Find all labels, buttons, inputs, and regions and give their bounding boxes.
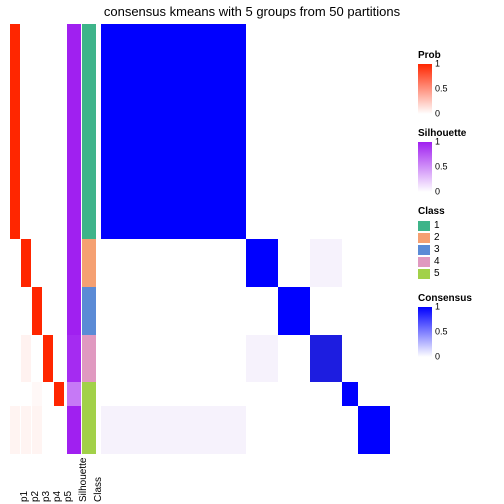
legend-prob: Prob10.50	[418, 50, 498, 114]
annotation-class	[82, 24, 96, 454]
legend-consensus: Consensus10.50	[418, 293, 498, 357]
annotation-p1	[10, 24, 20, 454]
annotation-p5	[54, 24, 64, 454]
xlabel-Class: Class	[93, 477, 104, 502]
x-axis-labels: p1p2p3p4p5 Silhouette Class	[10, 454, 390, 504]
legend-silhouette: Silhouette10.50	[418, 128, 498, 192]
plot-area	[10, 24, 390, 454]
annotation-p4	[43, 24, 53, 454]
xlabel-p2: p2	[30, 491, 41, 502]
legends: Prob10.50 Silhouette10.50 Class12345 Consen…	[418, 50, 498, 371]
consensus-heatmap	[101, 24, 390, 454]
xlabel-p4: p4	[52, 491, 63, 502]
annotation-silhouette	[67, 24, 81, 454]
legend-class: Class12345	[418, 206, 498, 279]
page-title: consensus kmeans with 5 groups from 50 p…	[0, 4, 504, 19]
annotation-p3	[32, 24, 42, 454]
xlabel-p5: p5	[63, 491, 74, 502]
xlabel-Silhouette: Silhouette	[78, 458, 89, 502]
xlabel-p3: p3	[41, 491, 52, 502]
annotation-p2	[21, 24, 31, 454]
xlabel-p1: p1	[19, 491, 30, 502]
